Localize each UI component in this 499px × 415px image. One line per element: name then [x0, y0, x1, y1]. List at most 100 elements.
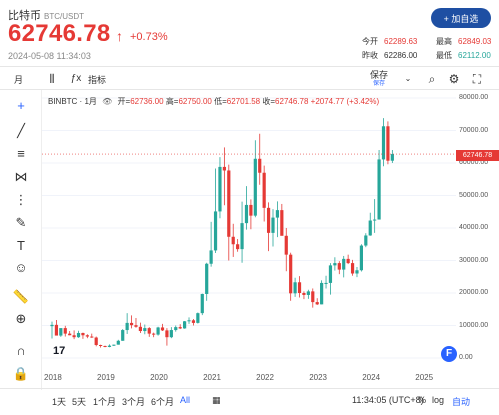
- candle-body: [152, 333, 156, 335]
- candle-body: [205, 263, 209, 294]
- range-all[interactable]: All: [180, 395, 191, 405]
- bottom-bar: 1天 5天 1个月 3个月 6个月 All ▦ 11:34:05 (UTC+8)…: [0, 388, 499, 415]
- candle-body: [306, 291, 310, 295]
- text-icon[interactable]: T: [17, 238, 25, 253]
- candle-body: [90, 336, 94, 338]
- candle-body: [258, 158, 262, 173]
- lock-icon[interactable]: 🔒: [12, 366, 30, 381]
- indicators-button[interactable]: 指标: [88, 75, 107, 85]
- interval-button[interactable]: 月: [14, 75, 24, 85]
- candle-body: [85, 335, 89, 337]
- candle-body: [373, 219, 377, 221]
- indicator-icon[interactable]: ƒx: [70, 73, 82, 84]
- candle-body: [68, 333, 72, 336]
- time-axis[interactable]: 2018 2019 2020 2021 2022 2023 2024 2025: [42, 370, 456, 388]
- zoom-icon[interactable]: ⌕: [428, 72, 436, 86]
- calendar-icon[interactable]: ▦: [212, 395, 221, 405]
- crosshair-icon[interactable]: +: [17, 98, 25, 113]
- y-tick-label: 70000.00: [459, 126, 489, 134]
- eye-icon[interactable]: 👁: [102, 97, 113, 106]
- candle-body: [390, 154, 394, 161]
- zoom-in-icon[interactable]: ⊕: [15, 311, 27, 326]
- candle-body: [342, 258, 346, 270]
- range-3m[interactable]: 3个月: [122, 397, 146, 407]
- add-watchlist-button[interactable]: + 加自选: [431, 8, 491, 28]
- range-1m[interactable]: 1个月: [93, 397, 117, 407]
- candlestick-chart[interactable]: [42, 90, 456, 370]
- candle-type-icon[interactable]: ⫴: [49, 72, 55, 86]
- x-tick-label: 2020: [150, 373, 168, 382]
- ruler-icon[interactable]: 📏: [12, 289, 30, 304]
- candle-body: [121, 330, 125, 341]
- candle-body: [293, 282, 297, 294]
- up-arrow-icon: ↑: [116, 28, 123, 44]
- candle-body: [143, 328, 147, 332]
- candle-body: [368, 220, 372, 236]
- chart-toolbar: 月 ⫴ ƒx 指标 保存 保存 ⌄ ⌕ ⚙ ⛶: [0, 66, 499, 90]
- fullscreen-icon[interactable]: ⛶: [472, 72, 482, 86]
- candle-body: [381, 126, 386, 160]
- candle-body: [59, 328, 63, 336]
- header: 比特币 BTC/USDT 62746.78 ↑ +0.73% 2024-05-08…: [0, 0, 499, 66]
- y-tick-label: 80000.00: [459, 94, 489, 101]
- fib-lines-icon[interactable]: ≡: [17, 146, 25, 161]
- y-tick-label: 30000.00: [459, 256, 489, 264]
- candle-body: [63, 328, 67, 334]
- y-tick-label: 20000.00: [459, 289, 489, 296]
- projection-icon[interactable]: ⋮: [14, 192, 28, 207]
- drawing-toolbar: + ╱ ≡ ⋈ ⋮ ✎ T ☺ 📏 ⊕ ∩ 🔒: [0, 90, 42, 390]
- candle-body: [324, 282, 328, 284]
- candle-body: [236, 244, 240, 250]
- x-tick-label: 2023: [309, 373, 327, 382]
- quote-time: 2024-05-08 11:34:03: [8, 51, 91, 61]
- candle-body: [213, 211, 218, 251]
- candle-body: [160, 327, 165, 331]
- stat-prev: 昨收 62286.00: [362, 51, 418, 60]
- candle-body: [320, 282, 324, 305]
- magnet-icon[interactable]: ∩: [16, 343, 26, 358]
- log-toggle[interactable]: log: [432, 395, 445, 405]
- save-button[interactable]: 保存 保存: [370, 70, 389, 88]
- tradingview-logo: 17: [53, 345, 66, 357]
- x-tick-label: 2018: [44, 373, 62, 382]
- candle-body: [116, 340, 120, 345]
- x-tick-label: 2024: [362, 373, 381, 382]
- candle-body: [253, 158, 257, 216]
- range-5d[interactable]: 5天: [72, 397, 87, 407]
- candle-body: [350, 263, 355, 274]
- candle-body: [200, 293, 204, 314]
- percent-toggle[interactable]: %: [418, 395, 427, 405]
- candle-body: [178, 327, 182, 329]
- y-tick-label: 50000.00: [459, 191, 489, 199]
- auto-toggle[interactable]: 自动: [452, 397, 471, 407]
- candle-body: [346, 258, 350, 264]
- candle-body: [81, 332, 85, 336]
- candle-body: [337, 263, 341, 270]
- candle-body: [386, 126, 390, 161]
- range-1d[interactable]: 1天: [52, 397, 67, 407]
- y-tick-label: 40000.00: [459, 224, 489, 231]
- candle-body: [359, 245, 363, 271]
- trendline-icon[interactable]: ╱: [17, 123, 25, 138]
- brush-icon[interactable]: ✎: [15, 215, 27, 230]
- candle-body: [72, 335, 76, 338]
- last-price: 62746.78: [8, 20, 111, 47]
- candle-body: [191, 320, 196, 323]
- candle-body: [134, 325, 138, 327]
- f-badge-icon[interactable]: F: [441, 346, 457, 362]
- chevron-down-icon[interactable]: ⌄: [404, 74, 412, 83]
- candle-body: [103, 345, 107, 347]
- candle-body: [165, 330, 169, 338]
- candle-body: [266, 207, 271, 233]
- candle-body: [297, 282, 302, 293]
- candle-body: [333, 263, 337, 266]
- clock-label[interactable]: 11:34:05 (UTC+8): [352, 395, 424, 405]
- range-6m[interactable]: 6个月: [151, 397, 175, 407]
- gear-icon[interactable]: ⚙: [448, 72, 460, 86]
- candle-body: [50, 324, 54, 327]
- emoji-icon[interactable]: ☺: [14, 260, 28, 275]
- candle-body: [262, 172, 266, 208]
- price-axis[interactable]: 80000.00 70000.00 60000.00 50000.00 40000.00…: [456, 90, 499, 370]
- candle-body: [125, 322, 129, 331]
- pattern-icon[interactable]: ⋈: [14, 169, 28, 184]
